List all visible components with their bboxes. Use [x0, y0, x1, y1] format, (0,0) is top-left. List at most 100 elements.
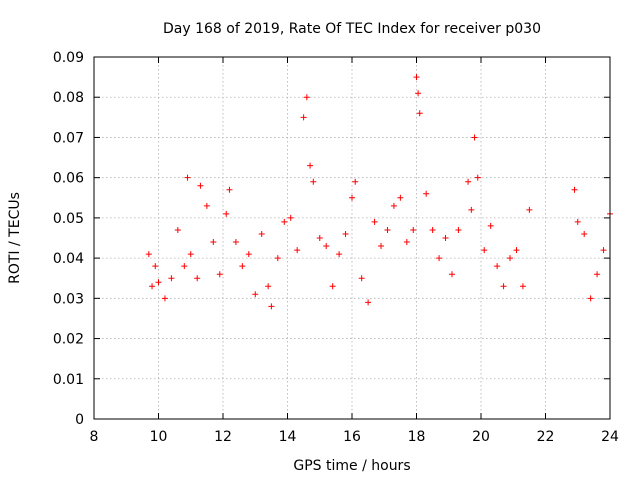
data-point [507, 255, 514, 262]
data-point [429, 226, 436, 233]
y-tick-label: 0.04 [53, 251, 84, 267]
data-point [358, 275, 365, 282]
y-tick-label: 0.02 [53, 332, 84, 348]
x-tick-label: 16 [343, 429, 361, 445]
data-point [323, 243, 330, 250]
data-point [397, 194, 404, 201]
data-point [210, 239, 217, 246]
y-tick-label: 0.03 [53, 291, 84, 307]
data-point [600, 247, 607, 254]
data-point [161, 295, 168, 302]
data-point [149, 283, 156, 290]
data-point [481, 247, 488, 254]
data-point [223, 210, 230, 217]
data-point [294, 247, 301, 254]
data-point [465, 178, 472, 185]
data-point [416, 110, 423, 117]
data-point [245, 251, 252, 258]
x-tick-label: 12 [214, 429, 232, 445]
data-point [468, 206, 475, 213]
data-point [226, 186, 233, 193]
data-point [413, 74, 420, 81]
data-point [342, 230, 349, 237]
data-point [239, 263, 246, 270]
data-point [519, 283, 526, 290]
data-point [216, 271, 223, 278]
data-point [281, 218, 288, 225]
data-point [145, 251, 152, 258]
data-point [390, 202, 397, 209]
y-tick-label: 0.07 [53, 130, 84, 146]
data-point [336, 251, 343, 258]
y-tick-label: 0.06 [53, 171, 84, 187]
data-point [232, 239, 239, 246]
data-point [574, 218, 581, 225]
data-point [365, 299, 372, 306]
data-point [287, 214, 294, 221]
data-point [310, 178, 317, 185]
data-point [252, 291, 259, 298]
data-point [184, 174, 191, 181]
data-point [378, 243, 385, 250]
y-tick-label: 0.09 [53, 50, 84, 66]
x-tick-label: 24 [601, 429, 619, 445]
data-point [265, 283, 272, 290]
data-point [258, 230, 265, 237]
data-point [471, 134, 478, 141]
data-points [145, 74, 613, 310]
data-point [329, 283, 336, 290]
data-point [181, 263, 188, 270]
chart-title: Day 168 of 2019, Rate Of TEC Index for r… [163, 21, 541, 37]
data-point [581, 230, 588, 237]
x-tick-label: 20 [472, 429, 490, 445]
data-point [474, 174, 481, 181]
data-point [303, 94, 310, 101]
x-tick-label: 8 [90, 429, 99, 445]
data-point [587, 295, 594, 302]
data-point [197, 182, 204, 189]
data-point [187, 251, 194, 258]
y-tick-label: 0.01 [53, 372, 84, 388]
data-point [487, 222, 494, 229]
y-tick-label: 0 [75, 412, 84, 428]
x-tick-label: 18 [408, 429, 426, 445]
y-axis-title: ROTI / TECUs [7, 192, 23, 284]
x-axis-title: GPS time / hours [293, 458, 410, 474]
data-point [194, 275, 201, 282]
data-point [300, 114, 307, 121]
data-point [410, 226, 417, 233]
data-point [500, 283, 507, 290]
data-point [448, 271, 455, 278]
data-point [203, 202, 210, 209]
data-point [274, 255, 281, 262]
data-point [384, 226, 391, 233]
grid-lines [94, 57, 610, 419]
x-tick-label: 10 [150, 429, 168, 445]
data-point [423, 190, 430, 197]
data-point [442, 235, 449, 241]
data-point [415, 90, 422, 97]
data-point [268, 303, 275, 310]
data-point [174, 226, 181, 233]
x-tick-label: 14 [279, 429, 297, 445]
y-tick-label: 0.05 [53, 211, 84, 227]
x-tick-label: 22 [537, 429, 555, 445]
axis-ticks: 0 0.01 0.02 0.03 0.04 0.05 0.06 0.07 0.08 0.09 8 10… [53, 50, 619, 445]
data-point [513, 247, 520, 254]
data-point [155, 279, 162, 286]
data-point [152, 263, 159, 270]
data-point [352, 178, 359, 185]
data-point [316, 235, 323, 241]
data-point [307, 162, 314, 169]
data-point [349, 194, 355, 201]
data-point [168, 275, 175, 282]
data-point [371, 218, 378, 225]
data-point [436, 255, 443, 262]
data-point [494, 263, 501, 270]
data-point [455, 226, 462, 233]
data-point [594, 271, 601, 278]
data-point [571, 186, 578, 193]
data-point [403, 239, 410, 246]
data-point [526, 206, 533, 213]
